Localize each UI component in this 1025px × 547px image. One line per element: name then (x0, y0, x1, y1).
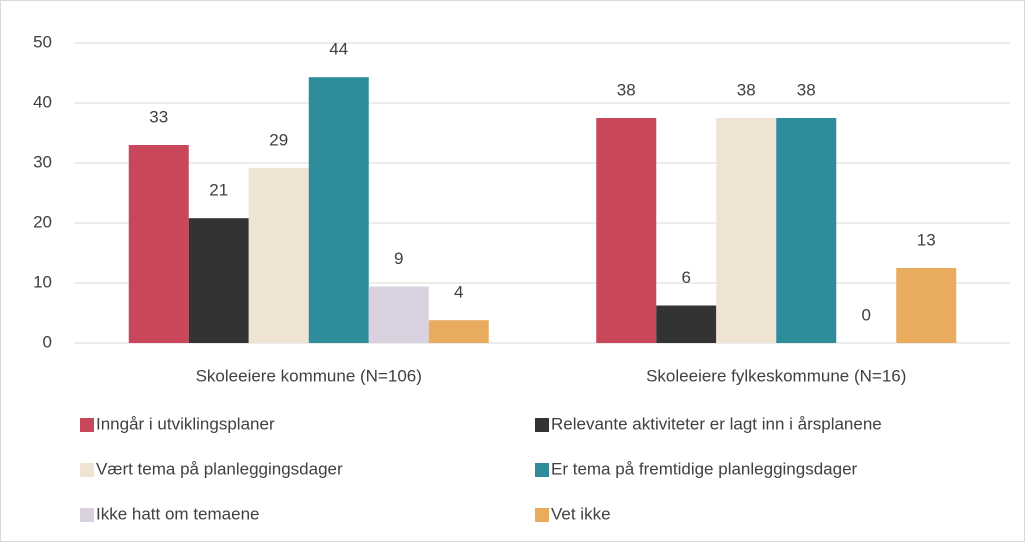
x-tick-label: Skoleeiere kommune (N=106) (196, 366, 422, 385)
data-label: 6 (682, 268, 691, 287)
legend-label: Relevante aktiviteter er lagt inn i årsp… (551, 414, 882, 433)
bar (368, 286, 429, 343)
legend-swatch (535, 463, 549, 477)
bar (188, 218, 249, 343)
bar (128, 145, 189, 343)
legend-swatch (80, 463, 94, 477)
y-tick-label: 50 (33, 32, 52, 51)
y-tick-label: 30 (33, 152, 52, 171)
bar (248, 167, 309, 343)
bar (716, 118, 777, 343)
legend-label: Ikke hatt om temaene (96, 504, 259, 523)
bar (428, 320, 489, 343)
data-label: 13 (917, 230, 936, 249)
data-label: 38 (737, 80, 756, 99)
bar (308, 77, 369, 343)
data-label: 21 (209, 181, 228, 200)
legend-label: Vet ikke (551, 504, 611, 523)
y-tick-label: 10 (33, 272, 52, 291)
legend-label: Vært tema på planleggingsdager (96, 459, 343, 478)
bar (776, 118, 837, 343)
data-label: 44 (329, 40, 348, 59)
y-tick-label: 20 (33, 212, 52, 231)
legend-swatch (535, 508, 549, 522)
data-label: 0 (862, 305, 871, 324)
data-label: 38 (617, 80, 636, 99)
y-tick-label: 0 (43, 332, 52, 351)
data-label: 33 (149, 107, 168, 126)
data-label: 4 (454, 283, 463, 302)
legend-swatch (80, 418, 94, 432)
y-tick-label: 40 (33, 92, 52, 111)
legend-label: Er tema på fremtidige planleggingsdager (551, 459, 858, 478)
legend-swatch (535, 418, 549, 432)
data-label: 9 (394, 249, 403, 268)
legend-label: Inngår i utviklingsplaner (96, 414, 275, 433)
data-label: 29 (269, 130, 288, 149)
legend-swatch (80, 508, 94, 522)
bar (656, 305, 717, 343)
bar (896, 268, 957, 343)
bar (596, 118, 657, 343)
data-label: 38 (797, 80, 816, 99)
x-tick-label: Skoleeiere fylkeskommune (N=16) (646, 366, 906, 385)
